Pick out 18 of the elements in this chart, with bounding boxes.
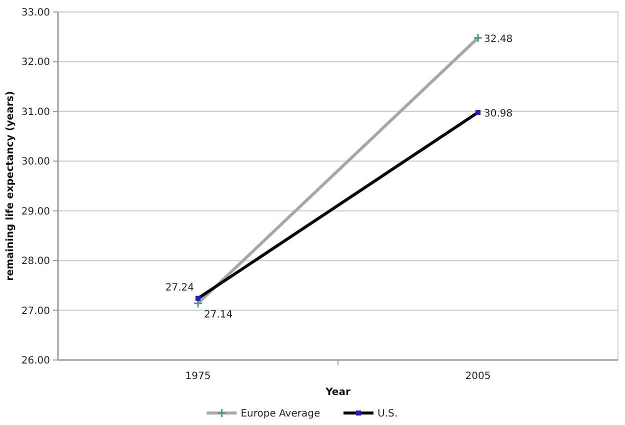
data-label: 27.24 bbox=[165, 282, 194, 294]
x-tick-label: 1975 bbox=[185, 371, 211, 382]
data-label: 30.98 bbox=[484, 108, 513, 120]
y-tick-label: 31.00 bbox=[21, 106, 50, 118]
data-label: 27.14 bbox=[204, 309, 233, 320]
y-tick-label: 27.00 bbox=[21, 306, 50, 317]
legend-label: U.S. bbox=[378, 408, 398, 420]
y-tick-label: 28.00 bbox=[21, 256, 50, 268]
x-tick-label: 2005 bbox=[465, 371, 491, 382]
y-tick-label: 26.00 bbox=[21, 356, 50, 366]
data-label: 32.48 bbox=[484, 34, 513, 45]
y-tick-label: 29.00 bbox=[21, 206, 50, 218]
legend-label: Europe Average bbox=[240, 408, 320, 420]
y-axis-title: remaining life expectancy (years) bbox=[5, 91, 16, 281]
y-tick-label: 32.00 bbox=[21, 57, 50, 68]
y-tick-label: 33.00 bbox=[21, 8, 50, 18]
x-axis-title: Year bbox=[324, 387, 350, 398]
y-tick-label: 30.00 bbox=[21, 156, 50, 168]
